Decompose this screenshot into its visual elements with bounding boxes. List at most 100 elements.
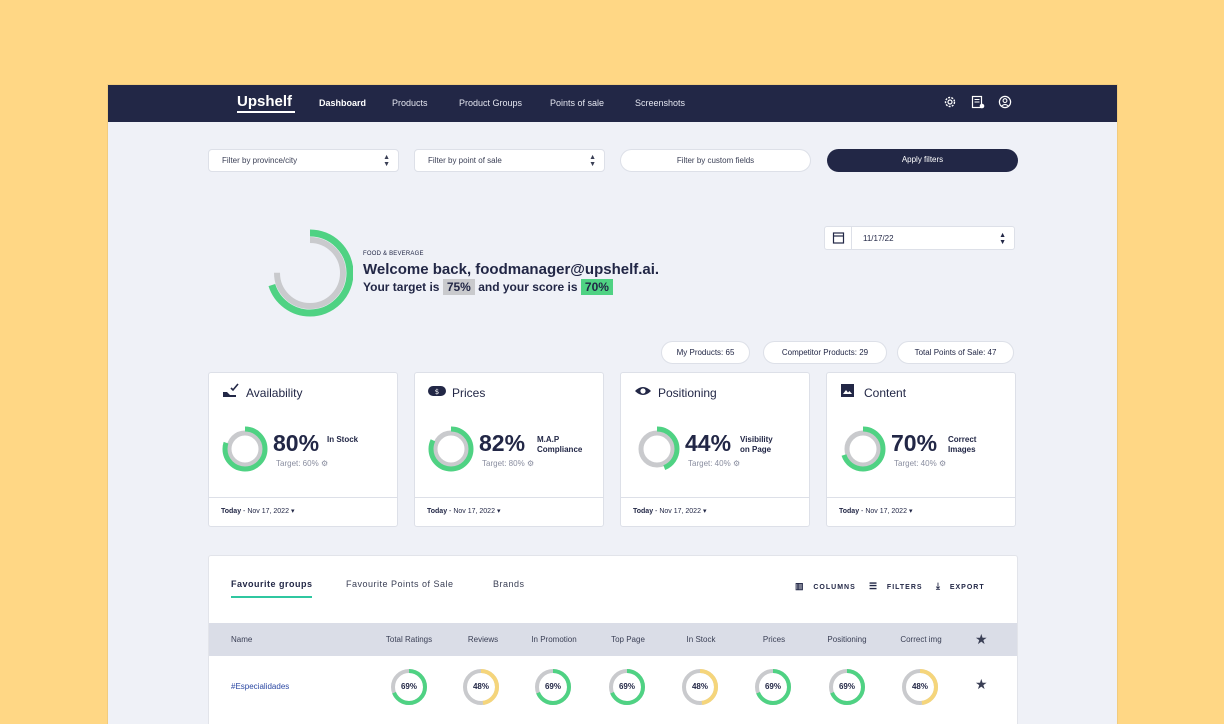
columns-button[interactable]: ▥ COLUMNS: [795, 581, 856, 591]
card-date-selector[interactable]: Today - Nov 17, 2022 ▾: [839, 508, 913, 515]
cell-value: 48%: [691, 682, 708, 691]
logo[interactable]: Upshelf: [237, 93, 293, 110]
card-date-selector[interactable]: Today - Nov 17, 2022 ▾: [427, 508, 501, 515]
card-metric-label: In Stock: [327, 435, 359, 444]
active-tab-indicator: [231, 596, 312, 598]
report-icon[interactable]: [971, 95, 985, 109]
card-target: Target: 80% ⚙: [482, 459, 535, 468]
user-account-icon[interactable]: [998, 95, 1012, 109]
point-of-sale-filter-label: Filter by point of sale: [428, 156, 502, 165]
score-value-badge: 70%: [580, 279, 613, 295]
target-prefix: Your target is: [363, 280, 440, 294]
filter-icon: ☰: [869, 581, 879, 591]
svg-text:$: $: [435, 388, 439, 396]
top-navbar: Upshelf Dashboard Products Product Group…: [108, 85, 1117, 122]
custom-fields-filter-button[interactable]: Filter by custom fields: [620, 149, 811, 172]
cell-value: 69%: [400, 682, 417, 691]
divider: [621, 497, 809, 498]
target-arc: [274, 237, 346, 309]
cell-value: 69%: [764, 682, 781, 691]
column-header[interactable]: Total Ratings: [385, 635, 433, 644]
nav-products[interactable]: Products: [392, 98, 428, 108]
filters-button[interactable]: ☰ FILTERS: [869, 581, 923, 591]
nav-screenshots[interactable]: Screenshots: [635, 98, 686, 108]
tab-favourite-points-of-sale[interactable]: Favourite Points of Sale: [346, 579, 454, 589]
positioning-card[interactable]: Positioning 44% Visibility on Page Target…: [620, 372, 810, 527]
divider: [415, 497, 603, 498]
logo-underline: [237, 111, 295, 113]
score-ring-cell: 69%: [534, 668, 572, 706]
target-score-line: Your target is 75% and your score is 70%: [363, 279, 613, 295]
calendar-icon[interactable]: [825, 227, 852, 249]
star-icon[interactable]: ★: [975, 631, 988, 647]
gear-icon: ⚙: [732, 459, 741, 468]
score-ring-cell: 69%: [608, 668, 646, 706]
gear-icon[interactable]: [943, 95, 957, 109]
card-date-selector[interactable]: Today - Nov 17, 2022 ▾: [221, 508, 295, 515]
score-ring-cell: 69%: [828, 668, 866, 706]
nav-dashboard[interactable]: Dashboard: [319, 98, 367, 108]
content-card[interactable]: Content 70% Correct Images Target: 40% ⚙ …: [826, 372, 1016, 527]
star-icon[interactable]: ★: [975, 676, 988, 692]
table-row[interactable]: #Especialidades 69% 48% 69% 69% 48% 69% 69% 48%…: [209, 656, 1017, 716]
column-header[interactable]: Correct img: [900, 635, 942, 644]
cell-value: 48%: [911, 682, 928, 691]
card-percentage: 80%: [273, 430, 320, 456]
column-header[interactable]: In Promotion: [531, 635, 577, 644]
card-metric-label: M.A.P Compliance: [537, 435, 583, 454]
score-arc: [267, 229, 353, 317]
sort-arrows-icon: ▲ ▼: [999, 232, 1006, 246]
province-filter-label: Filter by province/city: [222, 156, 298, 165]
prices-card[interactable]: $ Prices 82% M.A.P Compliance Target: 80%…: [414, 372, 604, 527]
column-header[interactable]: Top Page: [611, 635, 645, 644]
columns-icon: ▥: [795, 581, 805, 591]
score-ring-cell: 48%: [462, 668, 500, 706]
gear-icon: ⚙: [938, 459, 947, 468]
tab-brands[interactable]: Brands: [493, 579, 525, 589]
welcome-heading: Welcome back, foodmanager@upshelf.ai.: [363, 261, 660, 278]
eye-icon: [635, 387, 651, 395]
card-date-selector[interactable]: Today - Nov 17, 2022 ▾: [633, 508, 707, 515]
card-metric-label: Visibility on Page: [740, 435, 773, 454]
column-header[interactable]: Name: [231, 635, 253, 644]
competitor-products-pill[interactable]: Competitor Products: 29: [763, 341, 887, 364]
hand-check-icon: [223, 383, 239, 397]
gear-icon: ⚙: [320, 459, 329, 468]
availability-ring: [222, 426, 268, 472]
cell-value: 69%: [838, 682, 855, 691]
divider: [827, 497, 1015, 498]
point-of-sale-filter-select[interactable]: Filter by point of sale ▲ ▼: [414, 149, 605, 172]
card-title: Content: [864, 386, 907, 400]
cell-value: 69%: [544, 682, 561, 691]
gear-icon: ⚙: [526, 459, 535, 468]
my-products-pill[interactable]: My Products: 65: [661, 341, 750, 364]
target-value-badge: 75%: [442, 279, 475, 295]
column-header[interactable]: Positioning: [827, 635, 867, 644]
apply-filters-button[interactable]: Apply filters: [827, 149, 1018, 172]
card-percentage: 70%: [891, 430, 938, 456]
tab-favourite-groups[interactable]: Favourite groups: [231, 579, 313, 589]
column-header[interactable]: Prices: [762, 635, 786, 644]
card-percentage: 82%: [479, 430, 526, 456]
score-ring-cell: 69%: [390, 668, 428, 706]
table-header: Name Total Ratings Reviews In Promotion …: [209, 623, 1017, 656]
date-picker[interactable]: 11/17/22 ▲ ▼: [824, 226, 1015, 250]
score-ring-cell: 48%: [901, 668, 939, 706]
availability-card[interactable]: Availability 80% In Stock Target: 60% ⚙ …: [208, 372, 398, 527]
caret-down-icon: ▾: [702, 508, 707, 515]
nav-points-of-sale[interactable]: Points of sale: [550, 98, 605, 108]
app-window: Upshelf Dashboard Products Product Group…: [108, 85, 1117, 724]
export-button[interactable]: ⤓ EXPORT: [936, 581, 985, 591]
sort-arrows-icon: ▲ ▼: [589, 154, 596, 168]
score-ring-cell: 48%: [681, 668, 719, 706]
total-points-of-sale-pill[interactable]: Total Points of Sale: 47: [897, 341, 1014, 364]
column-header[interactable]: Reviews: [467, 635, 499, 644]
column-header[interactable]: In Stock: [686, 635, 716, 644]
province-filter-select[interactable]: Filter by province/city ▲ ▼: [208, 149, 399, 172]
download-icon: ⤓: [936, 581, 941, 591]
group-name-link[interactable]: #Especialidades: [231, 682, 290, 691]
card-target: Target: 40% ⚙: [688, 459, 741, 468]
image-icon: [841, 384, 854, 397]
card-target: Target: 60% ⚙: [276, 459, 329, 468]
nav-product-groups[interactable]: Product Groups: [459, 98, 523, 108]
